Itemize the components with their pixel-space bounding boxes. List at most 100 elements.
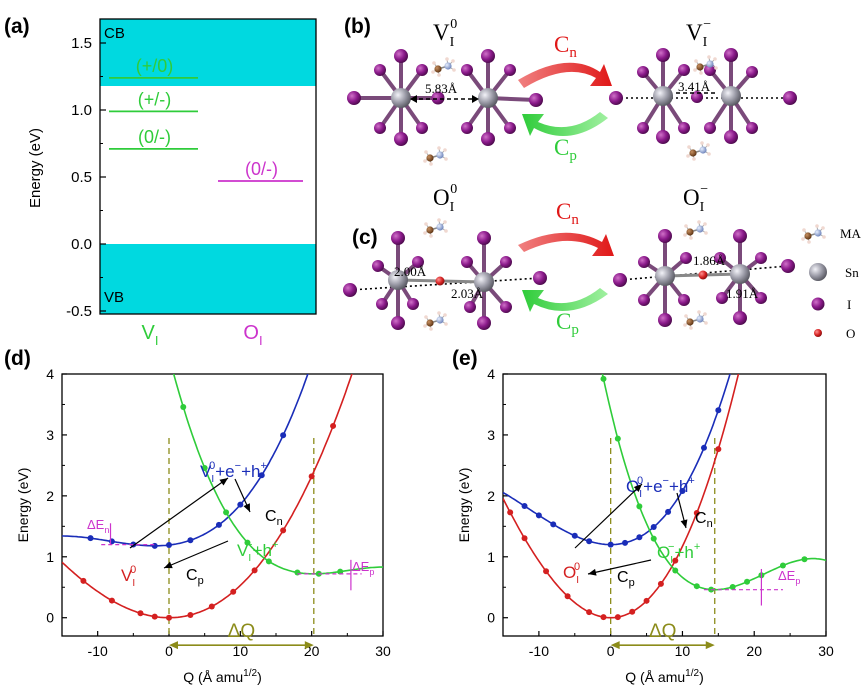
y-tick-label-a: 0.5 (71, 169, 92, 186)
data-point-green (294, 569, 301, 576)
data-point-red (643, 597, 650, 604)
data-point-blue (237, 501, 244, 508)
cp-arrow-e-head (588, 568, 597, 576)
y-tick-label-a: -0.5 (66, 303, 92, 320)
oxygen-atom-icon (814, 329, 822, 337)
data-point-blue (650, 524, 657, 531)
x-tick-label: 20 (746, 643, 762, 659)
defect-name-base: V (142, 322, 156, 344)
series-line-red (503, 374, 740, 619)
curve-layer (503, 374, 826, 621)
data-point-green (672, 567, 679, 574)
x-axis-label-sup: 1/2 (243, 668, 257, 679)
distance-oi-neutral-2: 2.03Å (451, 286, 484, 301)
legend-label-sn: Sn (845, 265, 859, 280)
excite-arrow-d-head (219, 478, 228, 486)
cn-label-e: Cn (695, 510, 713, 530)
structure-vi-neutral: 5.83Å (347, 49, 543, 167)
valence-band (100, 244, 316, 314)
panel-label-d: (d) (4, 347, 31, 370)
y-tick-label: 2 (46, 488, 54, 504)
data-point-green (244, 539, 251, 546)
iodine-atom-icon (811, 297, 825, 311)
excite-arrow-d-line (129, 477, 229, 549)
state-sub: I (670, 555, 673, 566)
cp-label-b: Cp (554, 135, 577, 164)
state-plus-h: +h (674, 543, 693, 562)
data-point-blue (700, 444, 707, 451)
legend-label-i: I (847, 297, 851, 312)
x-tick-label: 30 (375, 643, 391, 659)
structure-oi-neutral: 2.00Å 2.03Å (343, 217, 547, 332)
data-point-red (543, 568, 550, 575)
x-axis-label-end: ) (699, 669, 704, 685)
defect-level-label: (0/-) (245, 159, 278, 179)
data-point-red (166, 614, 172, 621)
cap-sub: n (277, 516, 283, 528)
state-sup: 0 (637, 475, 643, 487)
x-axis-labels-a: VI OI (142, 322, 263, 348)
state-sup: 0 (209, 460, 215, 472)
state-e-sup: − (235, 460, 241, 472)
data-point-red (187, 612, 194, 619)
data-point-red (108, 597, 115, 604)
delta-en-label: ΔEn (87, 517, 109, 535)
data-point-green (337, 568, 344, 575)
state-sub: I (132, 578, 135, 589)
capture-arrow-cn-c (518, 232, 614, 256)
x-tick-label: 10 (675, 643, 691, 659)
delta-en-base: ΔE (87, 517, 105, 532)
data-point-green (636, 503, 643, 510)
state-label-green-e: OI −+h+ (657, 541, 700, 566)
series-line-blue (62, 374, 309, 547)
state-label-blue-d: VI 0+e−+h+ (200, 460, 267, 485)
x-tick-label: 0 (165, 643, 173, 659)
x-tick-label: 0 (607, 643, 615, 659)
panel-b: (b) 5 (344, 15, 797, 167)
data-point-blue (679, 487, 686, 494)
state-e-sup: − (663, 475, 669, 487)
state-label-red-e: OI 0 (563, 561, 580, 586)
data-point-blue (166, 542, 172, 549)
series-line-red (62, 374, 353, 619)
data-point-blue (665, 508, 672, 515)
delta-ep-base: ΔE (352, 559, 370, 574)
delta-q-arrowhead-left (169, 641, 178, 650)
data-point-blue (521, 502, 528, 509)
cn-label-d: Cn (265, 508, 283, 528)
plot-frame (61, 373, 384, 637)
state-sub: I (248, 553, 251, 564)
state-sup: − (246, 539, 252, 551)
panel-label-c: (c) (352, 226, 378, 249)
state-base: O (563, 563, 576, 582)
data-point-blue (280, 432, 287, 439)
data-point-green (201, 464, 208, 471)
cp-arrow-e-line (587, 559, 652, 575)
state-sup: 0 (130, 564, 136, 576)
state-plus-e: +e (643, 477, 662, 496)
data-point-red (330, 422, 337, 429)
data-point-blue (87, 535, 94, 542)
defect-name: VI (142, 322, 159, 348)
distance-vi-neutral: 5.83Å (425, 81, 458, 96)
cap-sub: n (707, 518, 713, 530)
data-point-red (151, 613, 158, 620)
data-point-blue (715, 407, 722, 414)
data-point-green (600, 375, 607, 382)
cap-base: C (695, 510, 707, 527)
capture-arrow-cp-c (522, 288, 608, 312)
delta-en-sub: n (104, 525, 109, 535)
state-h-sup: + (688, 475, 694, 487)
state-base: V (200, 462, 212, 481)
state-plus-e: +e (215, 462, 234, 481)
data-point-green (223, 509, 230, 516)
curve-layer (62, 374, 383, 621)
delta-q-arrowhead-right (304, 641, 314, 650)
delta-ep-sub: p (369, 567, 374, 577)
y-tick-label-a: 1.5 (71, 35, 92, 52)
x-tick-label: 10 (233, 643, 249, 659)
data-point-green (744, 578, 751, 585)
capture-arrow-cn-b (518, 62, 612, 88)
